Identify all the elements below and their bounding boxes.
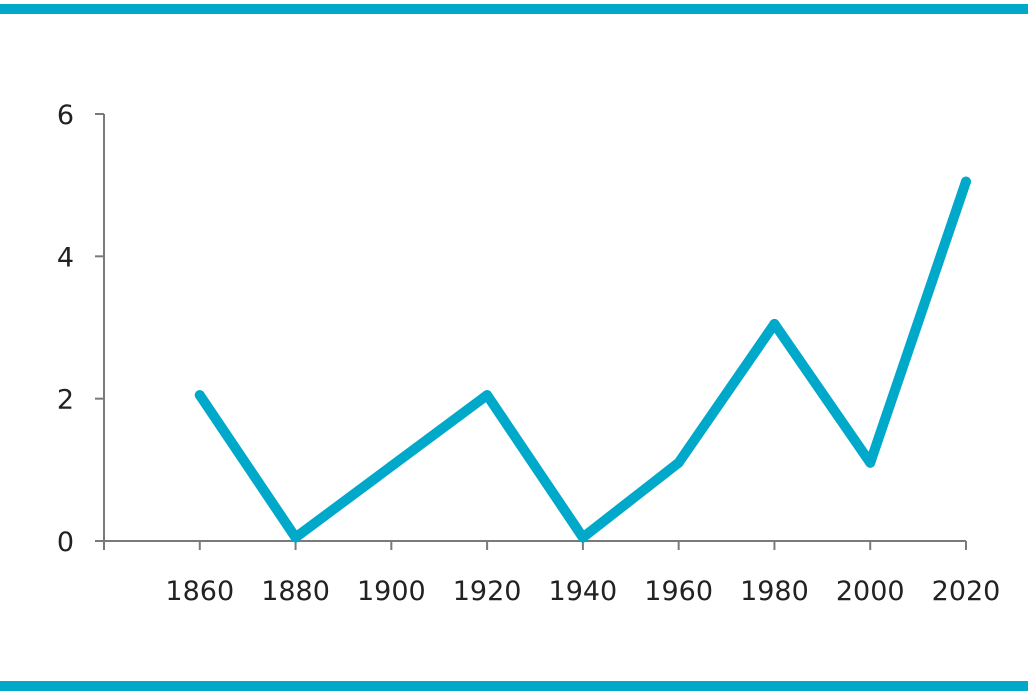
x-tick-label: 1980 [740, 576, 809, 607]
x-tick-label: 2020 [932, 576, 1001, 607]
data-point [961, 176, 971, 187]
x-tick-label: 1860 [165, 576, 234, 607]
data-point [673, 457, 684, 468]
bottom-rule [0, 681, 1028, 691]
top-rule [0, 4, 1028, 14]
data-point [290, 532, 301, 543]
x-tick-label: 1900 [357, 576, 426, 607]
tick-labels: 0 2 4 6 1860 1880 1900 1920 1940 1960 1980 2000 2020 [57, 100, 1001, 607]
data-point [577, 532, 588, 543]
x-tick-label: 1960 [644, 576, 713, 607]
y-tick-label: 4 [57, 242, 74, 273]
data-point [769, 318, 780, 329]
y-tick-label: 6 [57, 100, 74, 131]
data-point [865, 457, 876, 468]
data-point [482, 390, 493, 401]
series [194, 176, 971, 543]
series-line [194, 176, 971, 543]
data-point [386, 461, 397, 472]
ticks [95, 113, 967, 550]
x-tick-label: 2000 [836, 576, 905, 607]
x-tick-label: 1880 [261, 576, 330, 607]
x-tick-label: 1940 [549, 576, 618, 607]
data-point [194, 390, 205, 401]
x-tick-label: 1920 [453, 576, 522, 607]
y-tick-label: 0 [57, 527, 74, 558]
axes [103, 114, 966, 549]
y-tick-label: 2 [57, 385, 74, 416]
